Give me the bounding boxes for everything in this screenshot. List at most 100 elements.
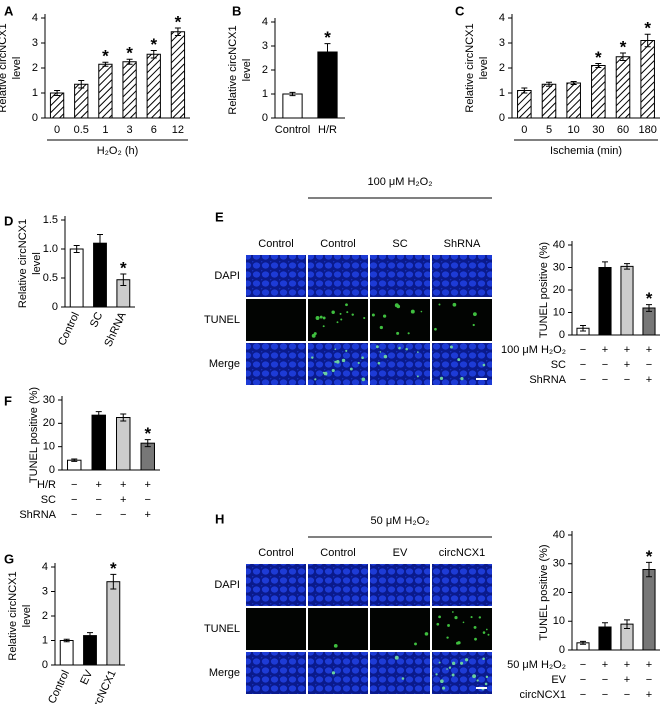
row-label: TUNEL [204,623,240,635]
condition-mark: + [624,359,630,371]
bar [116,417,131,471]
tunel-signal [474,637,477,641]
tunel-signal [452,302,457,307]
tunel-signal [478,616,482,619]
error-bar [126,58,133,65]
y-tick-label: 1.5 [43,214,58,226]
significance-star: * [175,12,182,31]
tunel-signal [438,303,441,306]
y-axis-label: Relative circNCX1 [0,23,9,112]
y-tick-label: 10 [553,306,565,318]
y-axis-label: TUNEL positive (%) [28,387,40,483]
x-tick-label: 30 [592,124,604,136]
tunel-signal [454,616,458,620]
error-bar [324,43,331,61]
column-label: Control [320,547,355,559]
x-tick-label: Control [46,668,72,704]
tunel-signal [462,621,465,624]
y-tick-label: 40 [553,239,565,251]
y-tick-label: 1 [499,87,505,99]
tunel-signal [401,677,405,680]
error-bar [620,52,626,61]
tunel-signal [396,304,401,309]
tunel-signal [398,347,401,350]
error-bar [580,325,586,332]
x-tick-label: Control [275,124,310,136]
tunel-signal [319,315,323,319]
error-bar [521,87,528,94]
tunel-signal [451,661,456,666]
y-tick-label: 30 [553,558,565,570]
column-label: EV [393,547,408,559]
error-bar [646,304,652,312]
bar [541,83,557,119]
micrograph [308,564,368,606]
y-tick-label: 2 [42,610,48,622]
condition-label: 100 μM H₂O₂ [501,344,566,356]
y-axis-label: Relative circNCX1 [464,23,476,112]
tunel-signal [383,354,388,359]
column-label: Control [258,238,293,250]
tunel-signal [314,378,317,381]
tunel-signal [439,376,444,380]
x-tick-label: 60 [617,124,629,136]
tunel-signal [311,356,314,359]
error-bar [595,63,602,68]
condition-mark: − [646,359,652,371]
tunel-signal [377,361,381,365]
micrograph [432,255,492,297]
error-bar [78,80,85,89]
error-bar [602,261,608,274]
column-label: ShRNA [444,238,481,250]
error-bar [289,91,296,97]
y-tick-label: 10 [43,441,55,453]
column-label: SC [392,238,407,250]
bar [59,640,74,666]
tunel-signal [379,351,382,353]
tunel-signal [473,625,477,629]
condition-mark: − [96,494,102,506]
micrograph [246,343,306,385]
tunel-signal [371,313,375,317]
y-tick-label: 3 [499,37,505,49]
tunel-signal [472,323,475,327]
bar [642,569,656,651]
tunel-signal [449,345,453,349]
column-label: Control [320,238,355,250]
tunel-signal [416,375,419,378]
y-tick-label: 4 [42,561,48,573]
micrograph [308,299,368,341]
condition-mark: − [602,674,608,686]
bar [122,61,137,119]
tunel-signal [361,377,366,382]
bar [91,414,106,471]
bar [69,248,84,308]
y-tick-label: 4 [262,16,268,28]
y-tick-label: 0 [49,464,55,476]
condition-label: ShRNA [19,509,56,521]
tunel-signal [407,332,410,335]
x-tick-label: 180 [638,124,656,136]
panel-label: A [4,3,14,18]
bar [317,51,338,119]
y-tick-label: 0 [262,112,268,124]
condition-label: SC [41,494,56,506]
bar [517,90,532,119]
significance-star: * [120,258,127,277]
error-bar [144,439,151,448]
condition-mark: − [96,509,102,521]
y-tick-label: 4 [32,12,38,24]
significance-star: * [646,289,653,308]
tunel-signal [379,325,383,330]
condition-header: 100 μM H₂O₂ [367,176,432,188]
y-axis-label: TUNEL positive (%) [538,242,550,338]
tunel-signal [322,316,326,320]
tunel-signal [476,679,479,682]
error-bar [73,245,80,253]
condition-mark: − [580,689,586,701]
x-tick-label: H/R [318,124,337,136]
x-tick-label: 5 [546,124,552,136]
x-tick-label: 0 [521,124,527,136]
significance-star: * [110,559,117,578]
condition-label: EV [551,674,566,686]
